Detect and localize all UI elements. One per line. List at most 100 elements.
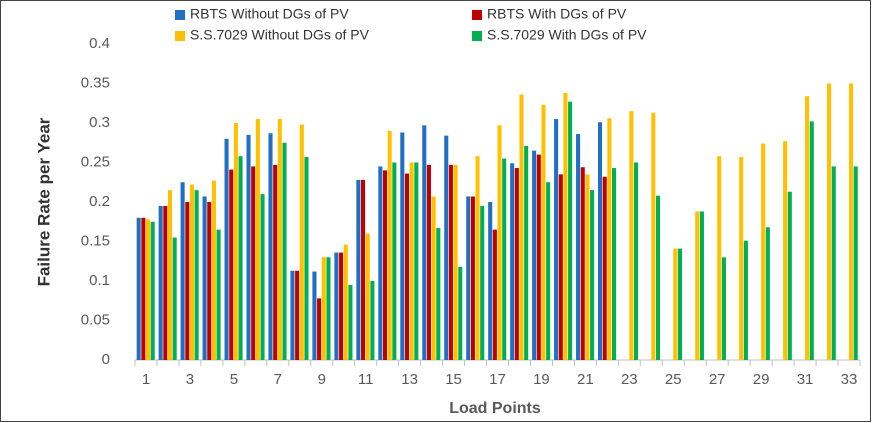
bar [651,112,656,360]
x-tick-label: 1 [142,371,150,388]
x-tick-label: 31 [797,371,814,388]
bar [343,244,348,360]
bar [739,156,744,360]
bar [633,162,639,360]
bar [717,156,722,360]
bar [831,166,836,360]
bar [765,227,770,360]
y-tick-label: 0.25 [81,153,110,170]
bar [488,202,493,360]
bar [404,173,410,360]
bar [312,271,317,360]
bar [721,257,726,360]
x-tick-label: 5 [230,371,238,388]
bar [282,142,287,360]
legend-swatch [175,31,185,41]
bar [251,166,256,360]
bar [356,179,361,360]
legend-label: S.S.7029 With DGs of PV [487,27,647,43]
bar [180,182,185,360]
y-tick-label: 0.15 [81,232,110,249]
bar [172,237,177,360]
bar [475,156,480,360]
bar [260,194,265,360]
bar [612,168,617,360]
bar [761,143,766,360]
legend-swatch [472,10,482,20]
bar [339,252,344,360]
bar [519,94,524,360]
bar [189,184,194,360]
bar [546,182,551,360]
y-tick-label: 0.4 [89,35,110,52]
bar [246,134,251,360]
bar [370,281,375,360]
bar [277,119,282,360]
bar [238,156,243,360]
bar [502,158,507,360]
bar [673,248,678,360]
legend-label: RBTS Without DGs of PV [190,6,349,22]
bar [299,124,304,360]
x-tick-label: 25 [665,371,682,388]
bar [524,145,529,360]
bar [590,190,595,360]
legend-swatch [472,31,482,41]
bar [470,196,475,360]
bar [141,217,146,360]
bar [255,119,260,360]
bar [317,298,322,360]
bar [849,83,854,360]
bar [426,164,431,360]
bar [598,122,603,361]
bar [536,154,541,360]
bar [304,156,309,360]
bar [558,174,563,360]
bar [361,179,366,360]
bar [699,211,704,360]
bar [458,266,463,360]
bar [453,164,458,360]
bar [563,92,568,360]
bar [514,168,519,360]
bar [233,123,238,360]
bar [158,205,163,360]
bar [629,111,634,361]
x-tick-label: 3 [186,371,194,388]
bar [466,196,471,360]
bar [480,205,485,360]
bar [326,257,331,360]
bar [787,191,792,360]
bar [382,170,388,360]
bar [163,205,168,360]
bar [387,130,392,360]
bar [392,162,397,360]
y-axis-title: Failure Rate per Year [34,117,53,286]
bar [497,125,502,361]
y-tick-label: 0.35 [81,74,110,91]
bar [695,211,700,360]
bar [211,180,216,360]
bar [655,195,661,360]
y-tick-label: 0 [102,351,110,368]
y-tick-label: 0.1 [89,272,110,289]
legend-label: S.S.7029 Without DGs of PV [190,27,370,43]
x-tick-label: 23 [621,371,638,388]
bar [145,219,151,360]
bar [409,162,414,360]
bar [268,133,273,360]
bar [853,166,858,360]
bar [273,164,278,360]
bar [216,229,221,360]
x-tick-label: 11 [358,371,374,388]
bar [585,174,590,360]
x-tick-label: 9 [318,371,326,388]
bar [400,132,405,360]
bar [167,190,173,360]
x-tick-label: 19 [533,371,550,388]
bar [444,135,449,360]
bar [677,248,682,360]
bar [185,202,190,360]
bar [348,284,353,360]
